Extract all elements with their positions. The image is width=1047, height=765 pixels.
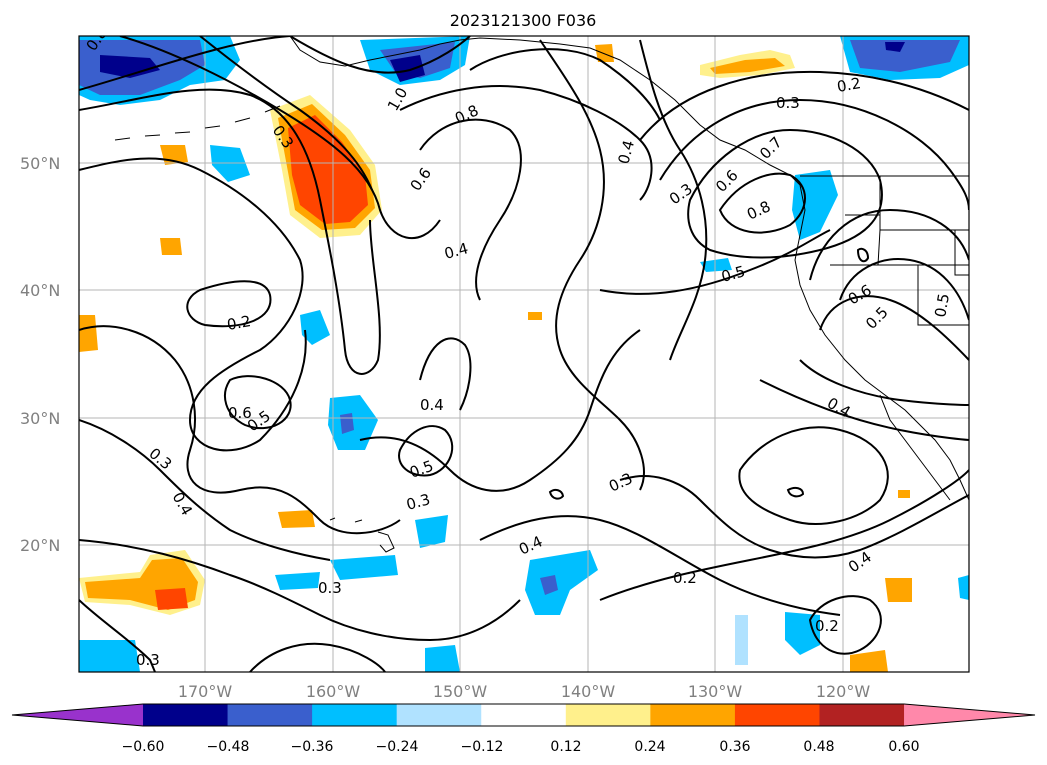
- svg-text:0.3: 0.3: [136, 651, 160, 669]
- map-panel: 0.8 1.0 0.3 0.8 0.6 0.4 0.4 0.3 0.6 0.7 …: [78, 35, 970, 673]
- svg-text:0.48: 0.48: [803, 739, 834, 755]
- svg-text:0.60: 0.60: [888, 739, 919, 755]
- graticule: [79, 36, 969, 672]
- svg-text:0.4: 0.4: [442, 239, 470, 263]
- svg-text:0.5: 0.5: [931, 292, 953, 319]
- svg-text:−0.48: −0.48: [207, 739, 250, 755]
- colorbar-swatch: [227, 704, 313, 726]
- svg-text:130°W: 130°W: [688, 682, 743, 701]
- svg-text:0.3: 0.3: [404, 490, 432, 514]
- svg-text:160°W: 160°W: [306, 682, 361, 701]
- svg-text:0.12: 0.12: [550, 739, 581, 755]
- svg-text:0.2: 0.2: [815, 617, 839, 635]
- svg-text:0.24: 0.24: [634, 739, 665, 755]
- colorbar-ticks: −0.60 −0.48 −0.36 −0.24 −0.12 0.12 0.24 …: [122, 739, 920, 755]
- svg-text:−0.24: −0.24: [376, 739, 419, 755]
- colorbar-swatch: [396, 704, 482, 726]
- svg-text:0.3: 0.3: [776, 94, 800, 112]
- shaded-anomalies: [79, 36, 969, 672]
- svg-text:150°W: 150°W: [433, 682, 488, 701]
- colorbar: −0.60 −0.48 −0.36 −0.24 −0.12 0.12 0.24 …: [11, 703, 1036, 755]
- svg-text:140°W: 140°W: [561, 682, 616, 701]
- colorbar-outline: [11, 703, 1036, 727]
- longitude-labels: 170°W 160°W 150°W 140°W 130°W 120°W: [178, 682, 871, 701]
- svg-text:−0.12: −0.12: [461, 739, 504, 755]
- svg-text:0.2: 0.2: [836, 74, 863, 96]
- colorbar-swatch: [819, 704, 905, 726]
- svg-text:40°N: 40°N: [20, 281, 60, 300]
- colorbar-swatch: [143, 704, 229, 726]
- svg-text:−0.36: −0.36: [291, 739, 334, 755]
- svg-text:20°N: 20°N: [20, 536, 60, 555]
- svg-text:−0.60: −0.60: [122, 739, 165, 755]
- svg-text:0.2: 0.2: [673, 569, 697, 587]
- svg-text:0.3: 0.3: [318, 579, 342, 597]
- contour-lines: [79, 36, 969, 672]
- svg-text:50°N: 50°N: [20, 154, 60, 173]
- svg-text:120°W: 120°W: [816, 682, 871, 701]
- svg-text:0.5: 0.5: [719, 262, 747, 286]
- svg-text:170°W: 170°W: [178, 682, 233, 701]
- coastlines: [114, 36, 969, 553]
- svg-text:0.4: 0.4: [420, 396, 444, 414]
- svg-text:30°N: 30°N: [20, 409, 60, 428]
- colorbar-swatch: [312, 704, 398, 726]
- colorbar-swatch: [481, 704, 567, 726]
- figure-title: 2023121300 F036: [450, 11, 597, 30]
- colorbar-swatch: [12, 704, 143, 726]
- svg-text:0.4: 0.4: [614, 138, 638, 166]
- colorbar-swatch: [734, 704, 820, 726]
- svg-text:0.6: 0.6: [228, 404, 252, 422]
- colorbar-swatch: [565, 704, 651, 726]
- colorbar-swatch: [904, 704, 1035, 726]
- svg-text:0.2: 0.2: [226, 312, 253, 334]
- latitude-labels: 50°N 40°N 30°N 20°N: [20, 154, 60, 555]
- svg-text:0.36: 0.36: [719, 739, 750, 755]
- colorbar-swatch: [650, 704, 736, 726]
